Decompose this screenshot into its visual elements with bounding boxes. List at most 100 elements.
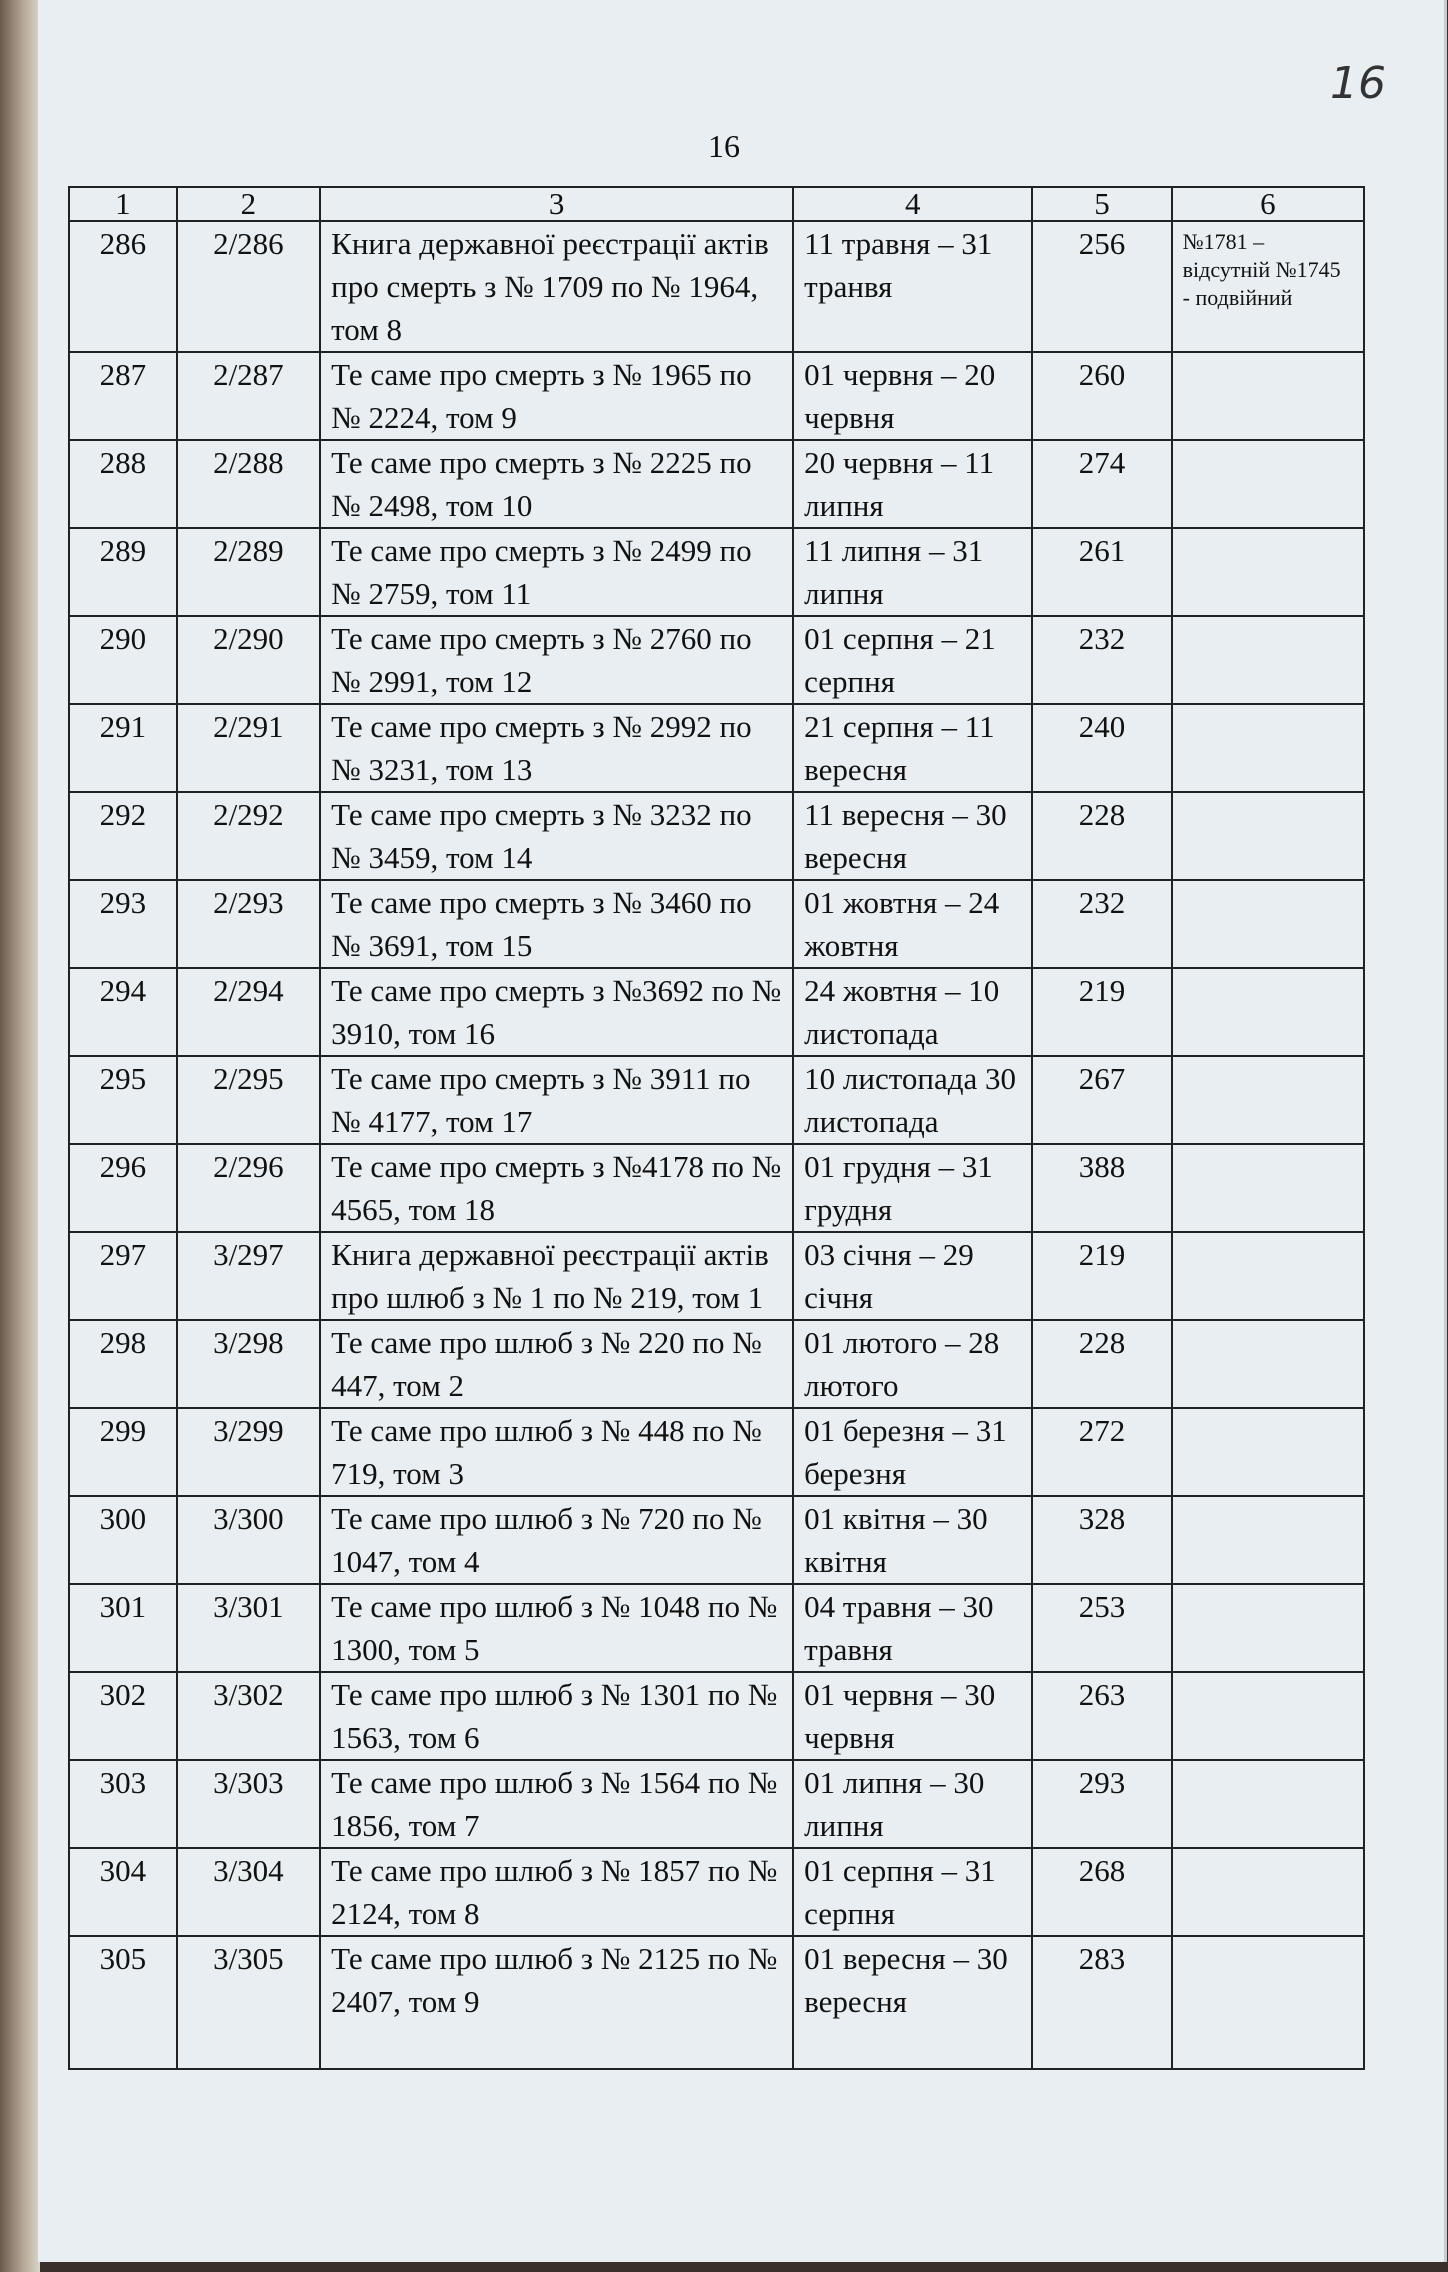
record-title: Те саме про шлюб з № 1301 по № 1563, том… bbox=[319, 1671, 795, 1761]
table-row: 298 3/298 Те саме про шлюб з № 220 по № 44… bbox=[68, 1319, 1366, 1409]
table-row: 293 2/293 Те саме про смерть з № 3460 по №… bbox=[68, 879, 1366, 969]
records-table: 1 2 3 4 5 6 286 2/286 Книга державної реєс… bbox=[68, 186, 1366, 2070]
record-title: Те саме про смерть з № 2760 по № 2991, т… bbox=[319, 615, 795, 705]
table-row: 299 3/299 Те саме про шлюб з № 448 по № 71… bbox=[68, 1407, 1366, 1497]
record-title: Те саме про смерть з № 1965 по № 2224, т… bbox=[319, 351, 795, 441]
archive-code: 2/290 bbox=[175, 615, 322, 705]
archive-code: 2/293 bbox=[175, 879, 322, 969]
archive-code: 2/292 bbox=[175, 791, 322, 881]
date-range: 04 травня – 30 травня bbox=[792, 1583, 1034, 1673]
note bbox=[1170, 1583, 1366, 1673]
table-row: 295 2/295 Те саме про смерть з № 3911 по №… bbox=[68, 1055, 1366, 1145]
archive-code: 3/305 bbox=[175, 1935, 322, 2070]
record-count: 219 bbox=[1031, 1231, 1173, 1321]
table-row: 286 2/286 Книга державної реєстрації актів… bbox=[68, 220, 1366, 353]
table-row: 294 2/294 Те саме про смерть з №3692 по № … bbox=[68, 967, 1366, 1057]
item-number: 303 bbox=[68, 1759, 178, 1849]
archive-code: 2/286 bbox=[175, 220, 322, 353]
note bbox=[1170, 1407, 1366, 1497]
item-number: 295 bbox=[68, 1055, 178, 1145]
record-title: Те саме про смерть з № 2225 по № 2498, т… bbox=[319, 439, 795, 529]
table-row: 292 2/292 Те саме про смерть з № 3232 по №… bbox=[68, 791, 1366, 881]
archive-code: 2/295 bbox=[175, 1055, 322, 1145]
archive-code: 2/288 bbox=[175, 439, 322, 529]
record-count: 260 bbox=[1031, 351, 1173, 441]
item-number: 301 bbox=[68, 1583, 178, 1673]
item-number: 292 bbox=[68, 791, 178, 881]
record-title: Те саме про шлюб з № 2125 по № 2407, том… bbox=[319, 1935, 795, 2070]
table-row: 301 3/301 Те саме про шлюб з № 1048 по № 1… bbox=[68, 1583, 1366, 1673]
column-number-row: 1 2 3 4 5 6 bbox=[68, 186, 1366, 222]
date-range: 01 вересня – 30 вересня bbox=[792, 1935, 1034, 2070]
table-row: 303 3/303 Те саме про шлюб з № 1564 по № 1… bbox=[68, 1759, 1366, 1849]
date-range: 01 червня – 30 червня bbox=[792, 1671, 1034, 1761]
note bbox=[1170, 703, 1366, 793]
note bbox=[1170, 527, 1366, 617]
table-row: 300 3/300 Те саме про шлюб з № 720 по № 10… bbox=[68, 1495, 1366, 1585]
table-row: 289 2/289 Те саме про смерть з № 2499 по №… bbox=[68, 527, 1366, 617]
record-count: 256 bbox=[1031, 220, 1173, 353]
record-title: Те саме про шлюб з № 1857 по № 2124, том… bbox=[319, 1847, 795, 1937]
date-range: 24 жовтня – 10 листопада bbox=[792, 967, 1034, 1057]
record-title: Те саме про смерть з № 2992 по № 3231, т… bbox=[319, 703, 795, 793]
archive-code: 3/301 bbox=[175, 1583, 322, 1673]
note bbox=[1170, 615, 1366, 705]
item-number: 286 bbox=[68, 220, 178, 353]
archive-code: 2/289 bbox=[175, 527, 322, 617]
record-count: 232 bbox=[1031, 879, 1173, 969]
note bbox=[1170, 1935, 1366, 2070]
archive-code: 3/298 bbox=[175, 1319, 322, 1409]
item-number: 294 bbox=[68, 967, 178, 1057]
date-range: 21 серпня – 11 вересня bbox=[792, 703, 1034, 793]
note bbox=[1170, 967, 1366, 1057]
date-range: 10 листопада 30 листопада bbox=[792, 1055, 1034, 1145]
archive-code: 3/297 bbox=[175, 1231, 322, 1321]
record-title: Те саме про смерть з № 2499 по № 2759, т… bbox=[319, 527, 795, 617]
column-header: 5 bbox=[1031, 186, 1173, 222]
record-count: 232 bbox=[1031, 615, 1173, 705]
table-row: 287 2/287 Те саме про смерть з № 1965 по №… bbox=[68, 351, 1366, 441]
date-range: 01 квітня – 30 квітня bbox=[792, 1495, 1034, 1585]
record-count: 261 bbox=[1031, 527, 1173, 617]
record-count: 263 bbox=[1031, 1671, 1173, 1761]
column-header: 2 bbox=[175, 186, 322, 222]
record-title: Те саме про шлюб з № 720 по № 1047, том … bbox=[319, 1495, 795, 1585]
table-row: 296 2/296 Те саме про смерть з №4178 по № … bbox=[68, 1143, 1366, 1233]
note bbox=[1170, 879, 1366, 969]
item-number: 289 bbox=[68, 527, 178, 617]
record-title: Те саме про шлюб з № 1564 по № 1856, том… bbox=[319, 1759, 795, 1849]
record-title: Те саме про шлюб з № 220 по № 447, том 2 bbox=[319, 1319, 795, 1409]
date-range: 01 серпня – 31 серпня bbox=[792, 1847, 1034, 1937]
date-range: 01 лютого – 28 лютого bbox=[792, 1319, 1034, 1409]
record-title: Книга державної реєстрації актів про шлю… bbox=[319, 1231, 795, 1321]
note bbox=[1170, 351, 1366, 441]
note bbox=[1170, 791, 1366, 881]
date-range: 01 грудня – 31 грудня bbox=[792, 1143, 1034, 1233]
item-number: 297 bbox=[68, 1231, 178, 1321]
record-title: Те саме про смерть з № 3460 по № 3691, т… bbox=[319, 879, 795, 969]
record-title: Те саме про смерть з №3692 по № 3910, то… bbox=[319, 967, 795, 1057]
record-title: Книга державної реєстрації актів про сме… bbox=[319, 220, 795, 353]
date-range: 11 вересня – 30 вересня bbox=[792, 791, 1034, 881]
date-range: 20 червня – 11 липня bbox=[792, 439, 1034, 529]
archive-code: 3/302 bbox=[175, 1671, 322, 1761]
record-count: 219 bbox=[1031, 967, 1173, 1057]
archive-code: 2/291 bbox=[175, 703, 322, 793]
table-row: 302 3/302 Те саме про шлюб з № 1301 по № 1… bbox=[68, 1671, 1366, 1761]
date-range: 01 червня – 20 червня bbox=[792, 351, 1034, 441]
note bbox=[1170, 1759, 1366, 1849]
table-row: 288 2/288 Те саме про смерть з № 2225 по №… bbox=[68, 439, 1366, 529]
date-range: 01 липня – 30 липня bbox=[792, 1759, 1034, 1849]
item-number: 305 bbox=[68, 1935, 178, 2070]
note bbox=[1170, 1495, 1366, 1585]
item-number: 291 bbox=[68, 703, 178, 793]
note: №1781 – відсутній №1745 - подвійний bbox=[1170, 220, 1366, 353]
date-range: 01 серпня – 21 серпня bbox=[792, 615, 1034, 705]
item-number: 300 bbox=[68, 1495, 178, 1585]
record-count: 274 bbox=[1031, 439, 1173, 529]
record-title: Те саме про смерть з № 3911 по № 4177, т… bbox=[319, 1055, 795, 1145]
record-count: 228 bbox=[1031, 791, 1173, 881]
item-number: 288 bbox=[68, 439, 178, 529]
record-count: 388 bbox=[1031, 1143, 1173, 1233]
record-title: Те саме про смерть з №4178 по № 4565, то… bbox=[319, 1143, 795, 1233]
